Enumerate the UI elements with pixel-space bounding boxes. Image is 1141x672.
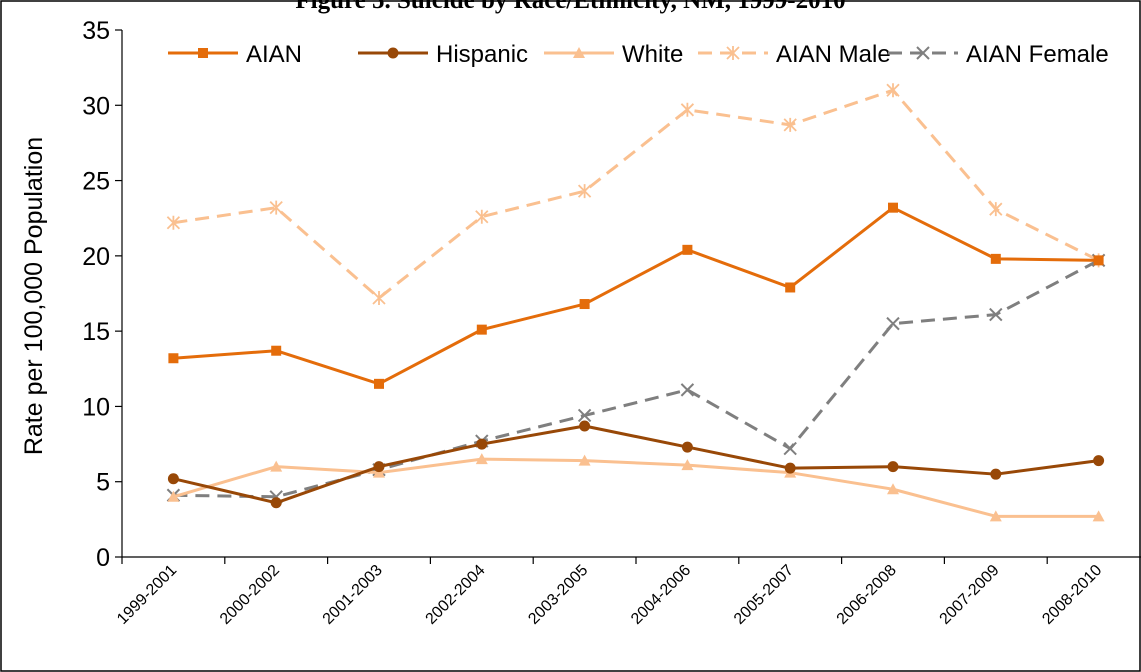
series-line — [173, 259, 1100, 499]
y-tick-label: 25 — [82, 168, 110, 196]
x-tick-label: 2008-2010 — [1039, 562, 1105, 628]
x-tick-label: 2000-2002 — [217, 562, 283, 628]
legend-label: White — [622, 41, 683, 68]
marker-triangle — [573, 47, 585, 58]
marker-asterisk — [475, 209, 489, 224]
marker-circle — [387, 47, 399, 59]
marker-triangle — [475, 453, 488, 465]
marker-square — [888, 202, 898, 213]
marker-x — [577, 408, 592, 423]
marker-triangle — [1092, 510, 1105, 522]
series-hispanic — [167, 420, 1105, 509]
x-tick-label: 2005-2007 — [731, 562, 797, 628]
marker-square — [168, 353, 179, 364]
marker-square — [374, 378, 384, 389]
y-tick-label: 5 — [96, 469, 110, 497]
marker-asterisk — [680, 102, 695, 117]
x-tick-label: 1999-2001 — [114, 562, 180, 628]
marker-circle — [579, 420, 591, 432]
y-tick-label: 30 — [82, 92, 110, 120]
y-tick-label: 35 — [82, 17, 110, 45]
marker-x — [989, 307, 1003, 322]
x-tick-label: 2004-2006 — [628, 562, 694, 628]
marker-x — [916, 46, 930, 60]
series-aian-male — [166, 83, 1106, 306]
marker-circle — [270, 497, 282, 509]
marker-square — [1093, 255, 1104, 266]
series-layer — [166, 83, 1106, 522]
legend-item: AIAN — [168, 41, 302, 68]
marker-square — [990, 253, 1001, 264]
marker-square — [785, 282, 796, 293]
marker-square — [271, 345, 282, 356]
legend-item: AIAN Male — [698, 41, 891, 68]
marker-circle — [784, 462, 796, 474]
marker-asterisk — [783, 117, 797, 132]
marker-asterisk — [726, 46, 740, 60]
legend-item: AIAN Female — [888, 41, 1109, 68]
marker-asterisk — [577, 184, 592, 199]
marker-circle — [990, 468, 1002, 480]
y-tick-label: 0 — [96, 544, 110, 572]
series-aian-female — [166, 253, 1106, 504]
marker-triangle — [167, 490, 180, 502]
series-white — [167, 453, 1105, 522]
x-tick-label: 2001-2003 — [320, 562, 386, 628]
marker-square — [579, 299, 590, 310]
marker-triangle — [578, 454, 591, 466]
marker-circle — [1093, 455, 1105, 467]
series-line — [173, 206, 1099, 386]
series-line — [173, 424, 1099, 505]
marker-asterisk — [372, 291, 386, 306]
y-tick-label: 10 — [82, 393, 110, 421]
marker-square — [682, 244, 693, 255]
chart-title: Figure 5. Suicide by Race/Ethnicity, NM,… — [295, 0, 846, 14]
marker-x — [680, 383, 695, 397]
marker-square — [476, 324, 487, 335]
legend-label: AIAN Male — [776, 41, 891, 68]
y-tick-label: 15 — [82, 318, 110, 346]
legend: AIAN Hispanic White AIAN Male AIAN Female — [168, 41, 1109, 68]
marker-circle — [887, 461, 899, 473]
y-tick-label: 20 — [82, 243, 110, 271]
series-aian — [168, 202, 1104, 389]
marker-triangle — [373, 466, 385, 478]
series-line — [173, 88, 1100, 300]
legend-item: Hispanic — [358, 41, 528, 68]
marker-asterisk — [166, 215, 181, 230]
axes: 0 5 10 15 20 25 30 35 1999-2001 2000-2002 2001-200… — [82, 17, 1141, 628]
marker-triangle — [887, 483, 899, 495]
marker-asterisk — [269, 200, 283, 215]
marker-square — [198, 48, 208, 58]
marker-asterisk — [989, 202, 1003, 217]
marker-triangle — [270, 460, 283, 472]
legend-label: AIAN — [246, 41, 302, 68]
y-axis-title: Rate per 100,000 Population — [20, 137, 48, 455]
marker-asterisk — [886, 83, 900, 98]
marker-triangle — [681, 459, 694, 471]
marker-triangle — [989, 510, 1002, 522]
x-tick-label: 2003-2005 — [525, 562, 591, 628]
marker-x — [783, 441, 797, 456]
legend-label: Hispanic — [436, 41, 528, 68]
marker-circle — [476, 438, 488, 450]
x-tick-label: 2007-2009 — [937, 562, 1003, 628]
x-tick-label: 2002-2004 — [423, 562, 489, 628]
marker-circle — [167, 473, 179, 485]
legend-label: AIAN Female — [966, 41, 1109, 68]
x-tick-label: 2006-2008 — [834, 562, 900, 628]
marker-circle — [373, 461, 385, 473]
series-line — [172, 457, 1099, 518]
marker-x — [886, 316, 900, 331]
marker-circle — [681, 441, 693, 453]
legend-item: White — [544, 41, 683, 68]
